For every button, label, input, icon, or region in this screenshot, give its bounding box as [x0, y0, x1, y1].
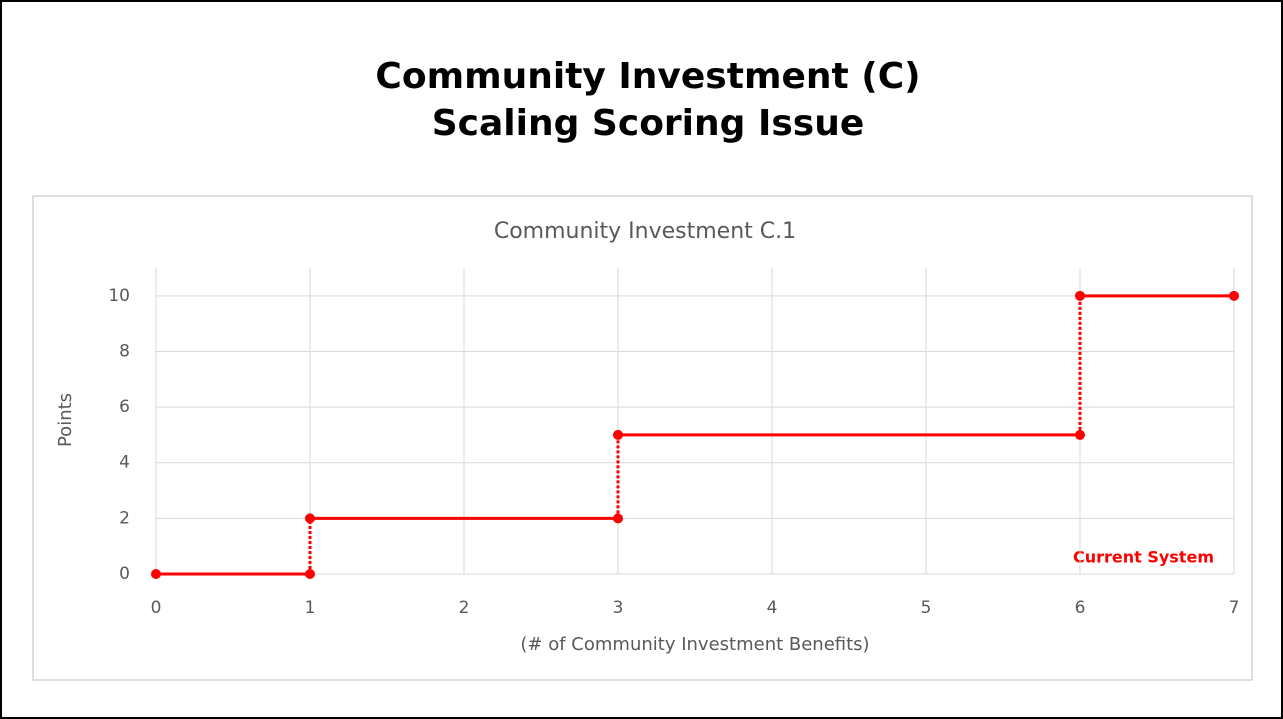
marker — [613, 429, 623, 440]
y-tick-label: 10 — [108, 286, 130, 306]
marker — [1075, 290, 1085, 301]
y-axis-label: Points — [55, 393, 76, 447]
marker — [151, 569, 161, 579]
y-tick-label: 2 — [119, 508, 130, 528]
x-tick-label: 6 — [1075, 598, 1086, 618]
x-tick-label: 3 — [613, 598, 624, 618]
x-tick-label: 0 — [151, 598, 162, 618]
x-tick-label: 7 — [1229, 598, 1240, 618]
slide-title: Scaling Scoring Issue — [432, 103, 865, 144]
marker — [305, 569, 315, 579]
annotation: Current System — [1073, 548, 1214, 567]
x-tick-label: 4 — [767, 598, 778, 618]
chart-frame — [32, 195, 1253, 681]
slide-title: Community Investment (C) — [375, 56, 920, 97]
marker — [1075, 429, 1085, 440]
y-tick-label: 0 — [119, 564, 130, 584]
marker — [1229, 290, 1239, 301]
y-tick-label: 6 — [119, 397, 130, 417]
y-tick-label: 8 — [119, 341, 130, 361]
chart-title: Community Investment C.1 — [494, 219, 796, 244]
x-tick-label: 1 — [305, 598, 316, 618]
y-tick-label: 4 — [119, 453, 130, 473]
marker — [305, 513, 315, 524]
x-tick-label: 2 — [459, 598, 470, 618]
x-axis-label: (# of Community Investment Benefits) — [520, 634, 869, 655]
x-tick-label: 5 — [921, 598, 932, 618]
marker — [613, 513, 623, 524]
